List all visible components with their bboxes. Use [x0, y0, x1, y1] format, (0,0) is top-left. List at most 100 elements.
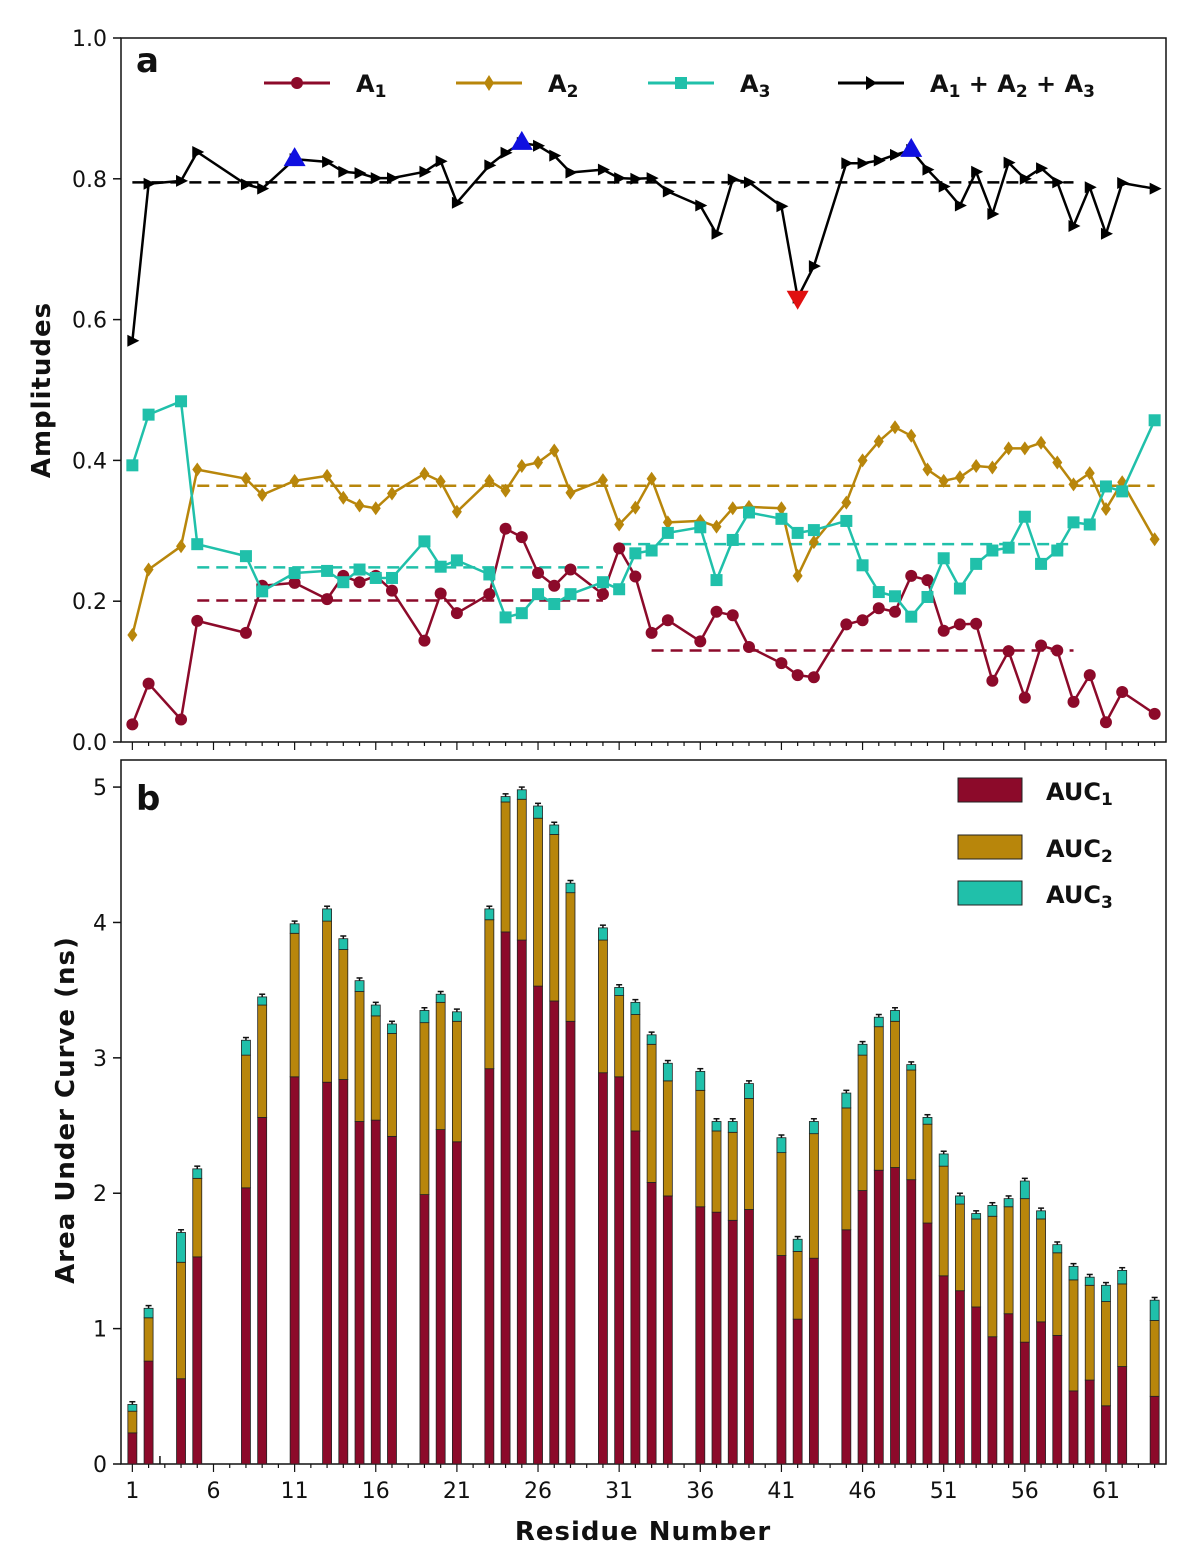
bar-stack: [695, 1067, 706, 1465]
bar-segment-auc3: [1149, 1299, 1160, 1321]
data-point: [711, 227, 724, 240]
data-point: [386, 486, 397, 501]
bar-segment-auc1: [938, 1275, 949, 1465]
panel-b-y-tick-label: 2: [93, 1182, 107, 1207]
data-point: [499, 611, 512, 624]
bar-segment-auc1: [354, 1121, 365, 1465]
data-point: [515, 607, 528, 620]
data-point: [889, 605, 902, 618]
data-point: [451, 196, 464, 209]
data-point: [548, 598, 561, 611]
data-point: [1083, 669, 1096, 682]
data-point: [987, 460, 998, 475]
legend-label-sum: A1 + A2 + A3: [930, 70, 1095, 102]
data-point: [1067, 695, 1080, 708]
bar-stack: [484, 905, 495, 1465]
data-point: [645, 626, 658, 639]
bar-stack: [906, 1061, 917, 1465]
bar-segment-auc3: [727, 1121, 738, 1133]
panel-a: a Amplitudes 0.0 0.2 0.4 0.6 0.8 1.0 A1 A2 A3: [27, 27, 1167, 756]
data-point: [1019, 441, 1030, 456]
bar-segment-auc3: [857, 1043, 868, 1056]
data-point: [1018, 691, 1031, 704]
data-point: [726, 609, 739, 622]
data-point: [922, 462, 933, 477]
bar-segment-auc1: [711, 1211, 722, 1465]
bar-segment-auc1: [841, 1229, 852, 1465]
data-point: [191, 614, 204, 627]
data-point: [710, 574, 723, 587]
bar-segment-auc1: [614, 1076, 625, 1465]
bar-segment-auc1: [241, 1187, 251, 1465]
bar-segment-auc3: [484, 908, 495, 921]
bar-segment-auc2: [435, 1001, 446, 1130]
bar-segment-auc2: [987, 1215, 998, 1338]
series-a3: [126, 395, 1161, 624]
data-point: [857, 453, 868, 468]
panel-b-x-tick-label: 56: [1011, 1479, 1039, 1504]
data-point: [239, 626, 252, 639]
data-point: [710, 605, 723, 618]
bar-stack: [289, 920, 300, 1465]
data-point: [775, 512, 788, 525]
bar-segment-auc1: [1036, 1321, 1046, 1465]
bar-segment-auc3: [922, 1117, 933, 1125]
bar-segment-auc2: [938, 1165, 949, 1277]
bar-segment-auc2: [500, 801, 511, 933]
bar-segment-auc1: [516, 939, 527, 1465]
data-point: [548, 579, 561, 592]
data-point: [776, 501, 787, 516]
data-point: [549, 149, 562, 162]
bar-segment-auc3: [500, 796, 511, 803]
data-point: [450, 554, 463, 567]
bar-segment-auc3: [744, 1083, 754, 1099]
data-point: [727, 173, 740, 186]
data-point: [1068, 219, 1081, 232]
bar-segment-auc1: [500, 931, 511, 1465]
data-point: [127, 334, 140, 347]
bar-segment-auc2: [841, 1107, 852, 1231]
data-point: [791, 526, 804, 539]
data-point: [1003, 441, 1014, 456]
bar-segment-auc3: [516, 789, 527, 800]
bar-stack: [143, 1304, 154, 1465]
bar-segment-auc2: [1068, 1279, 1079, 1392]
data-point: [841, 495, 852, 510]
data-point: [256, 585, 269, 598]
data-point: [742, 506, 755, 519]
bar-stack: [516, 786, 527, 1465]
bar-stack: [646, 1031, 657, 1465]
bar-segment-auc1: [549, 1000, 560, 1465]
data-point: [661, 526, 674, 539]
data-point: [1084, 466, 1095, 481]
bar-segment-auc3: [241, 1039, 251, 1056]
bar-segment-auc2: [549, 834, 560, 1002]
bar-stack: [1084, 1273, 1095, 1465]
panel-b-y-tick-label: 5: [93, 776, 107, 801]
panel-b-y-axis-title: Area Under Curve (ns): [51, 936, 81, 1284]
panel-b-x-tick-label: 36: [686, 1479, 714, 1504]
data-point: [483, 588, 496, 601]
data-point: [419, 165, 432, 178]
bar-stack: [857, 1040, 868, 1465]
data-point: [1019, 172, 1032, 185]
data-point: [1149, 182, 1162, 195]
bar-segment-auc3: [1003, 1198, 1014, 1208]
bar-segment-auc1: [1117, 1366, 1128, 1465]
data-point: [873, 434, 884, 449]
bar-segment-auc1: [1003, 1313, 1014, 1465]
data-point: [515, 531, 528, 544]
legend-marker-a3: [675, 77, 687, 89]
bar-segment-auc3: [387, 1023, 397, 1034]
bar-segment-auc3: [1084, 1276, 1095, 1286]
data-point: [565, 166, 578, 179]
data-point: [1148, 414, 1161, 427]
bar-segment-auc2: [419, 1022, 430, 1195]
bar-segment-auc2: [873, 1026, 884, 1171]
data-point: [1002, 541, 1015, 554]
data-point: [516, 459, 527, 474]
data-point: [906, 428, 917, 443]
data-point: [1148, 707, 1161, 720]
data-point: [1003, 156, 1016, 169]
data-point: [938, 180, 951, 193]
